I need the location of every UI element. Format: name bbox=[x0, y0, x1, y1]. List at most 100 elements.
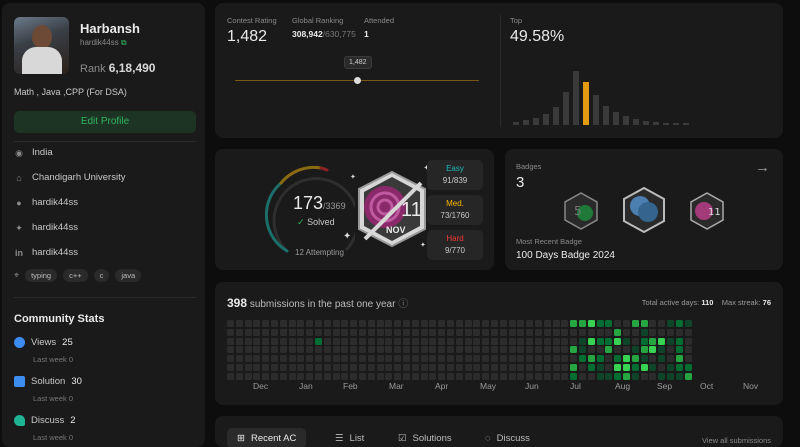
heatmap-cell[interactable] bbox=[526, 337, 534, 345]
heatmap-cell[interactable] bbox=[684, 372, 692, 380]
heatmap-cell[interactable] bbox=[526, 364, 534, 371]
heatmap-cell[interactable] bbox=[367, 337, 375, 345]
heatmap-cell[interactable] bbox=[640, 355, 648, 363]
heatmap-cell[interactable] bbox=[420, 372, 428, 380]
heatmap-cell[interactable] bbox=[227, 328, 234, 336]
heatmap-cell[interactable] bbox=[315, 364, 322, 371]
heatmap-cell[interactable] bbox=[675, 355, 683, 363]
heatmap-cell[interactable] bbox=[279, 355, 287, 363]
heatmap-cell[interactable] bbox=[244, 346, 252, 354]
heatmap-cell[interactable] bbox=[517, 372, 525, 380]
heatmap-cell[interactable] bbox=[605, 355, 613, 363]
heatmap-cell[interactable] bbox=[464, 320, 472, 327]
heatmap-cell[interactable] bbox=[438, 328, 446, 336]
heatmap-cell[interactable] bbox=[684, 346, 692, 354]
heatmap-cell[interactable] bbox=[508, 320, 516, 327]
heatmap-cell[interactable] bbox=[587, 337, 595, 345]
heatmap-cell[interactable] bbox=[367, 355, 375, 363]
heatmap-cell[interactable] bbox=[649, 328, 657, 336]
heatmap-cell[interactable] bbox=[499, 328, 507, 336]
heatmap-cell[interactable] bbox=[464, 328, 472, 336]
heatmap-cell[interactable] bbox=[482, 364, 490, 371]
heatmap-cell[interactable] bbox=[288, 355, 296, 363]
heatmap-cell[interactable] bbox=[543, 320, 551, 327]
heatmap-cell[interactable] bbox=[623, 364, 630, 371]
heatmap-cell[interactable] bbox=[579, 364, 586, 371]
heatmap-cell[interactable] bbox=[675, 328, 683, 336]
heatmap-cell[interactable] bbox=[429, 337, 437, 345]
heatmap-cell[interactable] bbox=[587, 346, 595, 354]
heatmap-cell[interactable] bbox=[640, 372, 648, 380]
heatmap-cell[interactable] bbox=[675, 346, 683, 354]
heatmap-cell[interactable] bbox=[235, 346, 243, 354]
heatmap-cell[interactable] bbox=[658, 337, 666, 345]
heatmap-cell[interactable] bbox=[535, 372, 542, 380]
heatmap-cell[interactable] bbox=[543, 337, 551, 345]
heatmap-cell[interactable] bbox=[385, 337, 393, 345]
heatmap-cell[interactable] bbox=[552, 372, 560, 380]
heatmap-cell[interactable] bbox=[438, 346, 446, 354]
heatmap-cell[interactable] bbox=[499, 355, 507, 363]
heatmap-cell[interactable] bbox=[499, 320, 507, 327]
heatmap-cell[interactable] bbox=[526, 372, 534, 380]
heatmap-cell[interactable] bbox=[235, 372, 243, 380]
heatmap-cell[interactable] bbox=[359, 372, 366, 380]
heatmap-cell[interactable] bbox=[323, 372, 331, 380]
info-linkedin[interactable]: in hardik44ss bbox=[15, 247, 78, 258]
heatmap-cell[interactable] bbox=[359, 364, 366, 371]
heatmap-cell[interactable] bbox=[491, 346, 498, 354]
heatmap-cell[interactable] bbox=[341, 364, 349, 371]
heatmap-cell[interactable] bbox=[420, 346, 428, 354]
heatmap-cell[interactable] bbox=[640, 364, 648, 371]
heatmap-cell[interactable] bbox=[640, 328, 648, 336]
heatmap-cell[interactable] bbox=[403, 364, 410, 371]
edit-profile-button[interactable]: Edit Profile bbox=[14, 111, 196, 133]
heatmap-cell[interactable] bbox=[517, 355, 525, 363]
heatmap-cell[interactable] bbox=[491, 364, 498, 371]
heatmap-cell[interactable] bbox=[385, 355, 393, 363]
heatmap-cell[interactable] bbox=[570, 328, 578, 336]
heatmap-cell[interactable] bbox=[359, 320, 366, 327]
heatmap-cell[interactable] bbox=[579, 346, 586, 354]
heatmap-cell[interactable] bbox=[570, 364, 578, 371]
heatmap-cell[interactable] bbox=[376, 320, 384, 327]
heatmap-cell[interactable] bbox=[227, 364, 234, 371]
heatmap-cell[interactable] bbox=[429, 328, 437, 336]
heatmap-cell[interactable] bbox=[482, 372, 490, 380]
heatmap-cell[interactable] bbox=[279, 328, 287, 336]
heatmap-cell[interactable] bbox=[499, 372, 507, 380]
heatmap-cell[interactable] bbox=[359, 328, 366, 336]
heatmap-cell[interactable] bbox=[464, 364, 472, 371]
heatmap-cell[interactable] bbox=[579, 328, 586, 336]
heatmap-cell[interactable] bbox=[455, 337, 463, 345]
heatmap-cell[interactable] bbox=[403, 320, 410, 327]
heatmap-cell[interactable] bbox=[315, 346, 322, 354]
heatmap-cell[interactable] bbox=[376, 372, 384, 380]
heatmap-cell[interactable] bbox=[614, 364, 622, 371]
heatmap-cell[interactable] bbox=[288, 372, 296, 380]
heatmap-cell[interactable] bbox=[552, 364, 560, 371]
heatmap-cell[interactable] bbox=[438, 320, 446, 327]
heatmap-cell[interactable] bbox=[473, 320, 481, 327]
heatmap-cell[interactable] bbox=[587, 328, 595, 336]
heatmap-cell[interactable] bbox=[288, 364, 296, 371]
heatmap-cell[interactable] bbox=[332, 364, 340, 371]
heatmap-cell[interactable] bbox=[235, 328, 243, 336]
heatmap-cell[interactable] bbox=[614, 328, 622, 336]
heatmap-cell[interactable] bbox=[535, 337, 542, 345]
heatmap-cell[interactable] bbox=[262, 320, 270, 327]
heatmap-cell[interactable] bbox=[658, 328, 666, 336]
heatmap-cell[interactable] bbox=[482, 337, 490, 345]
heatmap-cell[interactable] bbox=[253, 328, 261, 336]
heatmap-cell[interactable] bbox=[235, 364, 243, 371]
heatmap-cell[interactable] bbox=[385, 346, 393, 354]
heatmap-cell[interactable] bbox=[438, 372, 446, 380]
heatmap-cell[interactable] bbox=[667, 346, 674, 354]
heatmap-cell[interactable] bbox=[332, 372, 340, 380]
heatmap-cell[interactable] bbox=[561, 372, 569, 380]
heatmap-cell[interactable] bbox=[552, 355, 560, 363]
heatmap-cell[interactable] bbox=[297, 346, 305, 354]
heatmap-cell[interactable] bbox=[323, 320, 331, 327]
tag[interactable]: c++ bbox=[63, 269, 88, 282]
heatmap-cell[interactable] bbox=[649, 372, 657, 380]
